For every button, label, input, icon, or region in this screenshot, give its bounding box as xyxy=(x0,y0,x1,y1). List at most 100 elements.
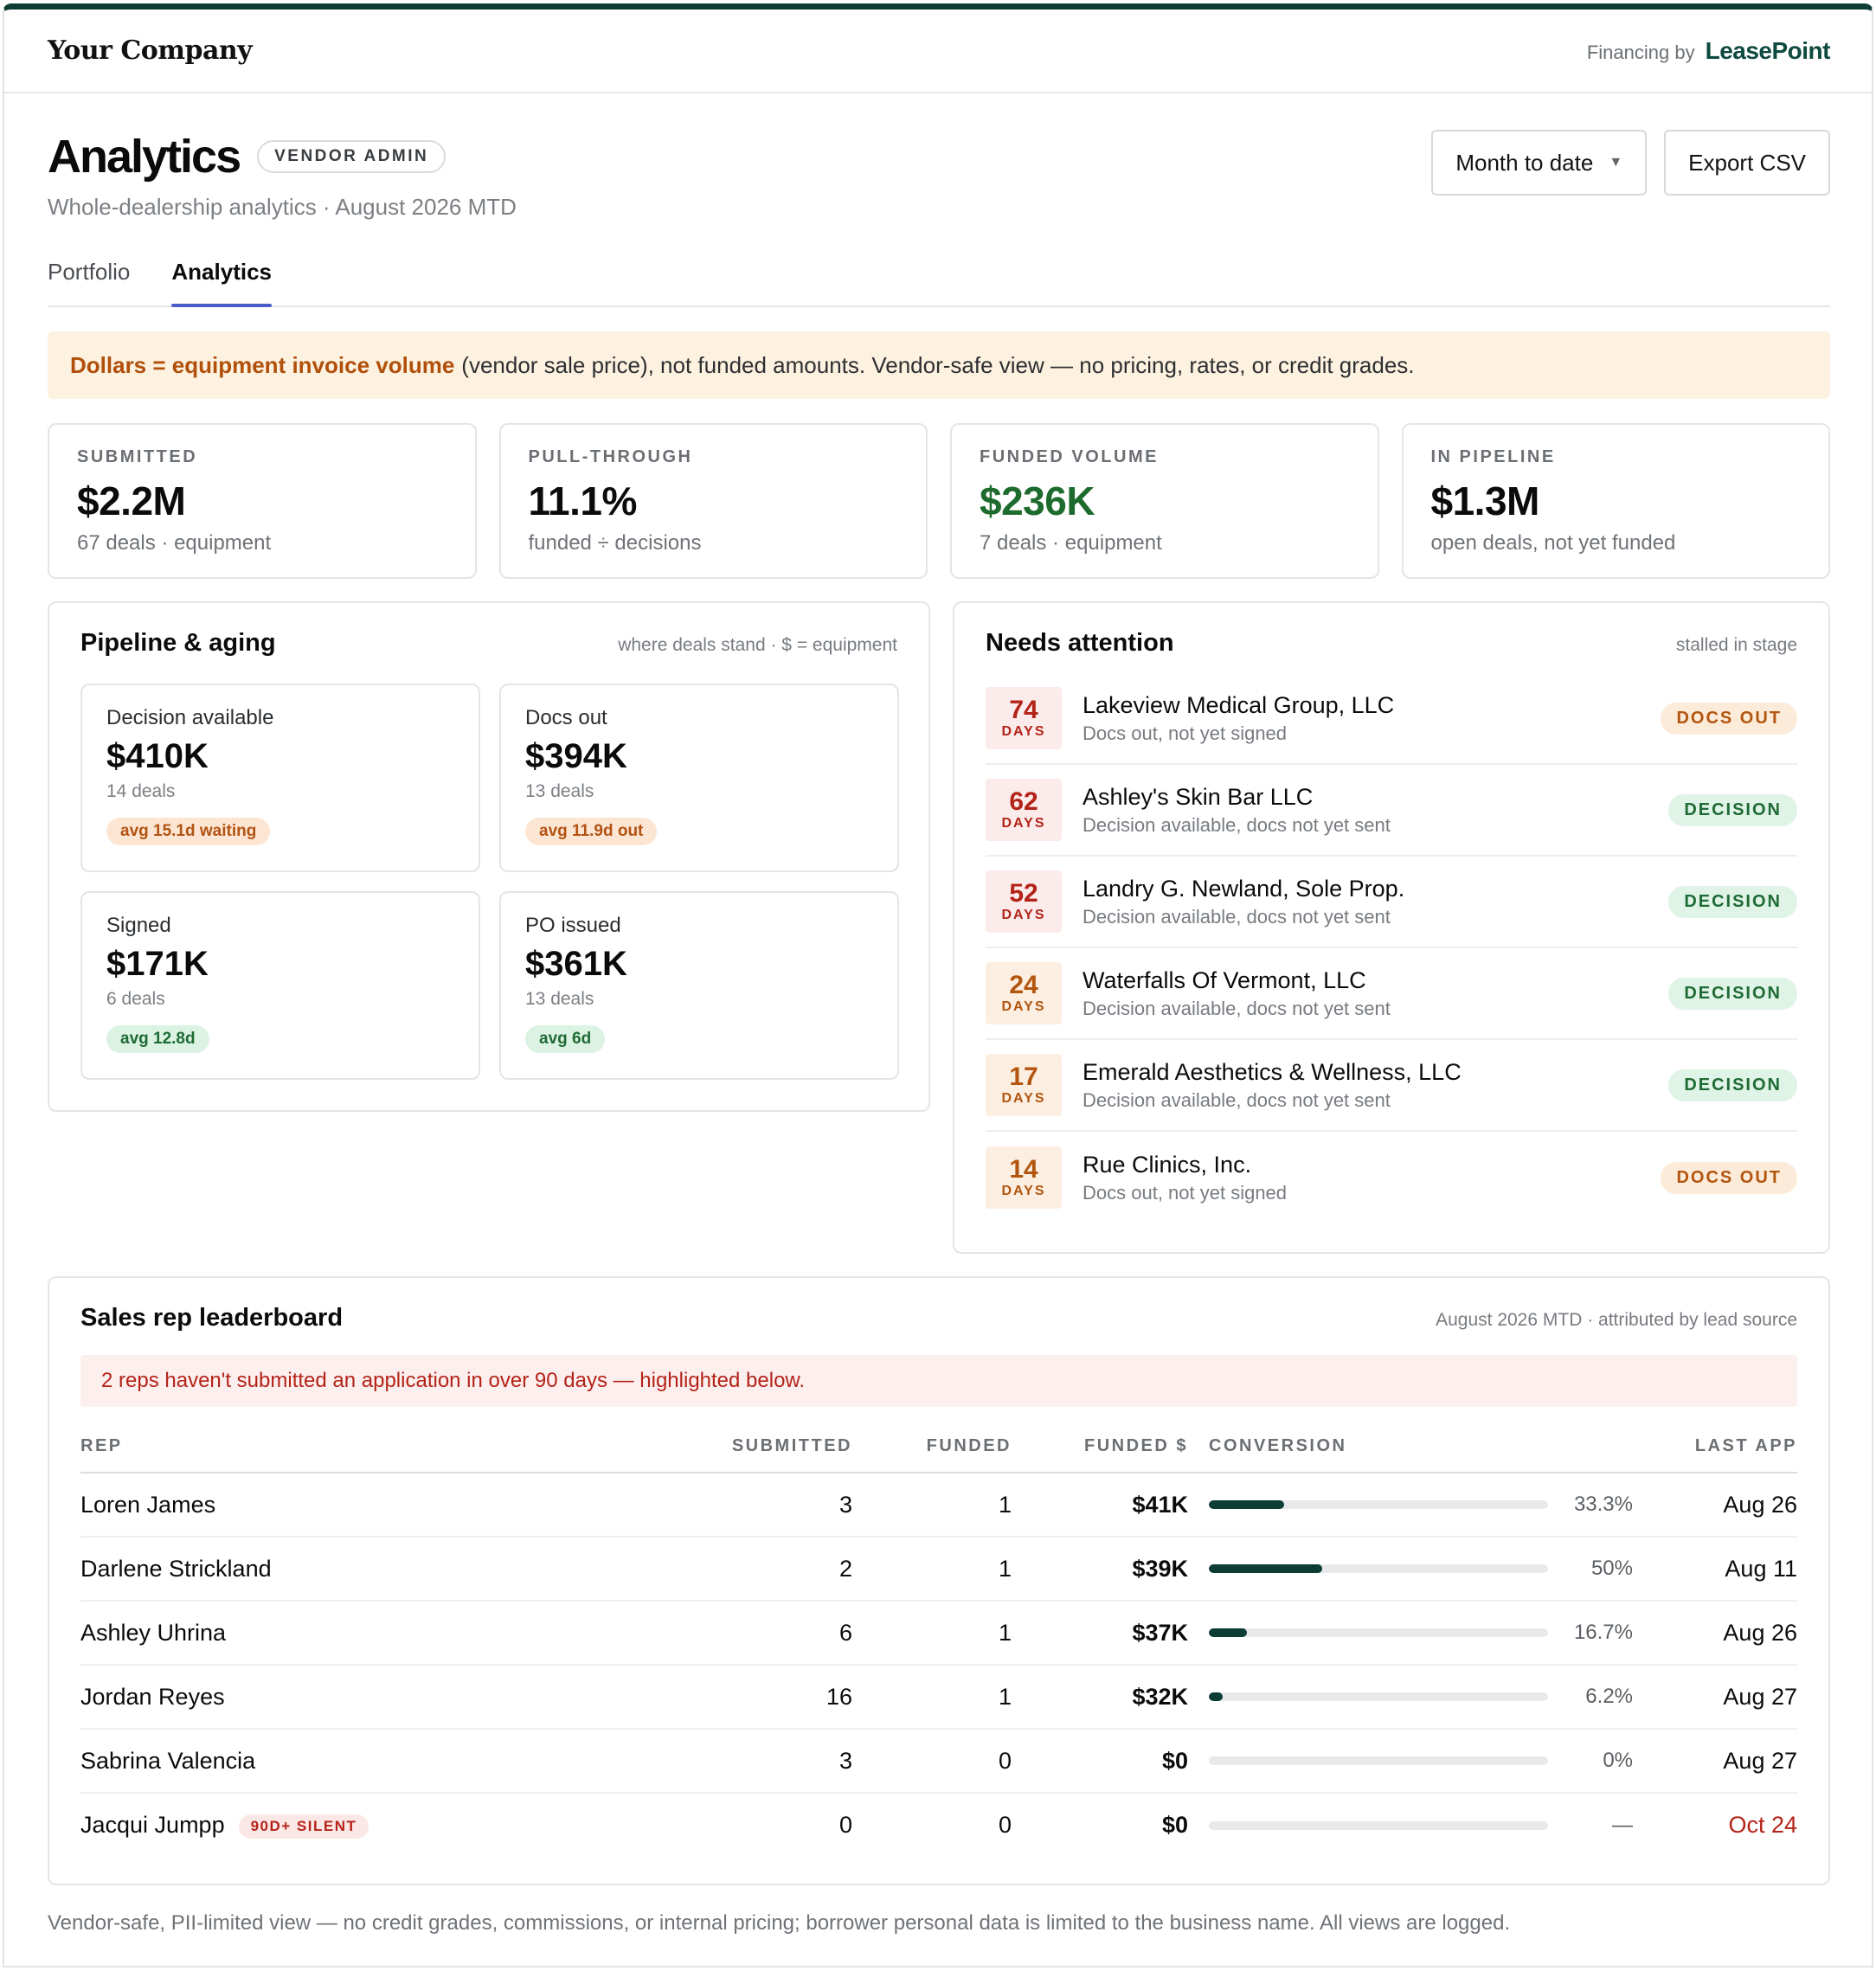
stage-label: Decision available xyxy=(106,706,274,729)
deal-status-desc: Docs out, not yet signed xyxy=(1083,1181,1288,1204)
deal-status-desc: Decision available, docs not yet sent xyxy=(1083,997,1391,1019)
stat-value: $2.2M xyxy=(77,478,186,523)
conversion-bar xyxy=(1209,1692,1548,1701)
silent-badge: 90D+ SILENT xyxy=(238,1814,369,1839)
conversion-pct: 50% xyxy=(1590,1557,1633,1580)
attention-item[interactable]: 14 DAYS Rue Clinics, Inc. Docs out, not y… xyxy=(986,1132,1797,1223)
col-rep[interactable]: REP xyxy=(80,1421,705,1473)
pipeline-aging-card: Pipeline & aging where deals stand · $ =… xyxy=(48,601,930,1112)
conversion-cell: — xyxy=(1188,1793,1633,1857)
leasepoint-logo[interactable]: LeasePoint xyxy=(1705,36,1831,64)
export-csv-button[interactable]: Export CSV xyxy=(1664,130,1830,196)
stage-deals: 6 deals xyxy=(106,989,165,1009)
table-row[interactable]: Jacqui Jumpp 90D+ SILENT 0 0 $0 — Oct 24 xyxy=(80,1793,1797,1857)
conversion-cell: 6.2% xyxy=(1188,1665,1633,1730)
conversion-pct: 33.3% xyxy=(1573,1493,1633,1516)
submitted-count: 16 xyxy=(705,1665,852,1730)
stage-deals: 13 deals xyxy=(525,781,594,801)
card-subtitle: where deals stand · $ = equipment xyxy=(618,635,897,655)
col-conversion[interactable]: CONVERSION xyxy=(1188,1421,1633,1473)
top-bar: Your Company Financing by LeasePoint xyxy=(4,10,1872,93)
attention-item[interactable]: 24 DAYS Waterfalls Of Vermont, LLC Decisi… xyxy=(986,948,1797,1040)
stage-label: PO issued xyxy=(525,914,621,937)
funded-count: 0 xyxy=(998,1812,1012,1838)
privacy-footer: Vendor-safe, PII-limited view — no credi… xyxy=(48,1911,1511,1935)
attention-item[interactable]: 74 DAYS Lakeview Medical Group, LLC Docs … xyxy=(986,673,1797,765)
stat-cards: SUBMITTED $2.2M 67 deals · equipment PUL… xyxy=(48,423,1830,579)
col-last-app[interactable]: LAST APP xyxy=(1633,1421,1797,1473)
rep-name: Loren James xyxy=(80,1473,705,1538)
conversion-cell: 50% xyxy=(1188,1537,1633,1602)
stat-note: 67 deals · equipment xyxy=(77,531,272,555)
submitted-count: 6 xyxy=(705,1601,852,1666)
conversion-cell: 0% xyxy=(1188,1729,1633,1794)
table-row[interactable]: Loren James 3 1 $41K 33.3% Aug 26 xyxy=(80,1473,1797,1538)
tab-bar: Portfolio Analytics xyxy=(48,259,1830,307)
table-row[interactable]: Darlene Strickland 2 1 $39K 50% Aug 11 xyxy=(80,1537,1797,1602)
stat-pull-through: PULL-THROUGH 11.1% funded ÷ decisions xyxy=(498,423,928,579)
sales-rep-leaderboard: Sales rep leaderboard August 2026 MTD · … xyxy=(48,1276,1830,1885)
stat-value: 11.1% xyxy=(528,478,638,523)
last-app-date: Aug 27 xyxy=(1633,1729,1797,1794)
submitted-count: 2 xyxy=(705,1537,852,1602)
aging-chip: avg 11.9d out xyxy=(525,818,658,845)
period-select[interactable]: Month to date ▼ xyxy=(1431,130,1648,196)
attention-item[interactable]: 17 DAYS Emerald Aesthetics & Wellness, LL… xyxy=(986,1040,1797,1132)
conversion-bar xyxy=(1209,1500,1548,1509)
col-funded[interactable]: FUNDED xyxy=(852,1421,1012,1473)
stage-signed[interactable]: Signed $171K 6 deals avg 12.8d xyxy=(80,891,480,1080)
stage-decision-available[interactable]: Decision available $410K 14 deals avg 15… xyxy=(80,684,480,872)
attention-item[interactable]: 62 DAYS Ashley's Skin Bar LLC Decision av… xyxy=(986,765,1797,857)
table-row[interactable]: Jordan Reyes 16 1 $32K 6.2% Aug 27 xyxy=(80,1665,1797,1730)
status-badge: DECISION xyxy=(1668,793,1797,826)
conversion-cell: 16.7% xyxy=(1188,1601,1633,1666)
aging-chip: avg 15.1d waiting xyxy=(106,818,271,845)
stat-note: funded ÷ decisions xyxy=(528,531,702,555)
stage-value: $410K xyxy=(106,737,209,775)
deal-status-desc: Docs out, not yet signed xyxy=(1083,722,1288,744)
aging-chip: avg 6d xyxy=(525,1025,606,1053)
funded-count: 1 xyxy=(852,1601,1012,1666)
col-funded-amount[interactable]: FUNDED $ xyxy=(1012,1421,1188,1473)
rep-name: Darlene Strickland xyxy=(80,1537,705,1602)
stage-label: Docs out xyxy=(525,706,607,729)
deal-name: Lakeview Medical Group, LLC xyxy=(1083,691,1395,718)
col-submitted[interactable]: SUBMITTED xyxy=(705,1421,852,1473)
tab-portfolio[interactable]: Portfolio xyxy=(48,259,131,285)
conversion-bar-fill xyxy=(1209,1564,1323,1573)
stat-label: FUNDED VOLUME xyxy=(980,447,1159,466)
stat-submitted: SUBMITTED $2.2M 67 deals · equipment xyxy=(48,423,477,579)
stage-deals: 14 deals xyxy=(106,781,176,801)
notice-text: (vendor sale price), not funded amounts.… xyxy=(461,351,1415,378)
inactive-reps-warning: 2 reps haven't submitted an application … xyxy=(80,1355,1797,1407)
funded-amount: $41K xyxy=(1012,1473,1188,1538)
last-app-date: Aug 26 xyxy=(1633,1601,1797,1666)
period-select-value: Month to date xyxy=(1455,149,1594,176)
funded-amount: $32K xyxy=(1012,1665,1188,1730)
last-app-date: Aug 27 xyxy=(1633,1665,1797,1730)
stat-value: $1.3M xyxy=(1430,478,1540,523)
deal-name: Emerald Aesthetics & Wellness, LLC xyxy=(1083,1058,1462,1085)
aging-chip: avg 12.8d xyxy=(106,1025,209,1053)
stat-label: PULL-THROUGH xyxy=(528,447,693,466)
days-badge: 74 DAYS xyxy=(986,687,1062,749)
needs-attention-card: Needs attention stalled in stage 74 DAYS … xyxy=(953,601,1830,1254)
table-row[interactable]: Ashley Uhrina 6 1 $37K 16.7% Aug 26 xyxy=(80,1601,1797,1666)
tab-analytics[interactable]: Analytics xyxy=(171,259,272,307)
deal-name: Ashley's Skin Bar LLC xyxy=(1083,783,1314,810)
page-header: Analytics VENDOR ADMIN Whole-dealership … xyxy=(48,130,1830,221)
table-row[interactable]: Sabrina Valencia 3 0 $0 0% Aug 27 xyxy=(80,1729,1797,1794)
stage-docs-out[interactable]: Docs out $394K 13 deals avg 11.9d out xyxy=(499,684,899,872)
last-app-date: Aug 11 xyxy=(1633,1537,1797,1602)
attention-item[interactable]: 52 DAYS Landry G. Newland, Sole Prop. Dec… xyxy=(986,857,1797,948)
deal-status-desc: Decision available, docs not yet sent xyxy=(1083,813,1391,836)
conversion-cell: 33.3% xyxy=(1188,1473,1633,1538)
stage-value: $171K xyxy=(106,945,209,983)
stage-po-issued[interactable]: PO issued $361K 13 deals avg 6d xyxy=(499,891,899,1080)
notice-emphasis: Dollars = equipment invoice volume xyxy=(70,351,455,378)
rep-name: Ashley Uhrina xyxy=(80,1601,705,1666)
stat-funded-volume: FUNDED VOLUME $236K 7 deals · equipment xyxy=(950,423,1379,579)
funded-amount: $37K xyxy=(1012,1601,1188,1666)
page-subtitle: Whole-dealership analytics · August 2026… xyxy=(48,194,517,220)
role-badge: VENDOR ADMIN xyxy=(257,140,447,173)
